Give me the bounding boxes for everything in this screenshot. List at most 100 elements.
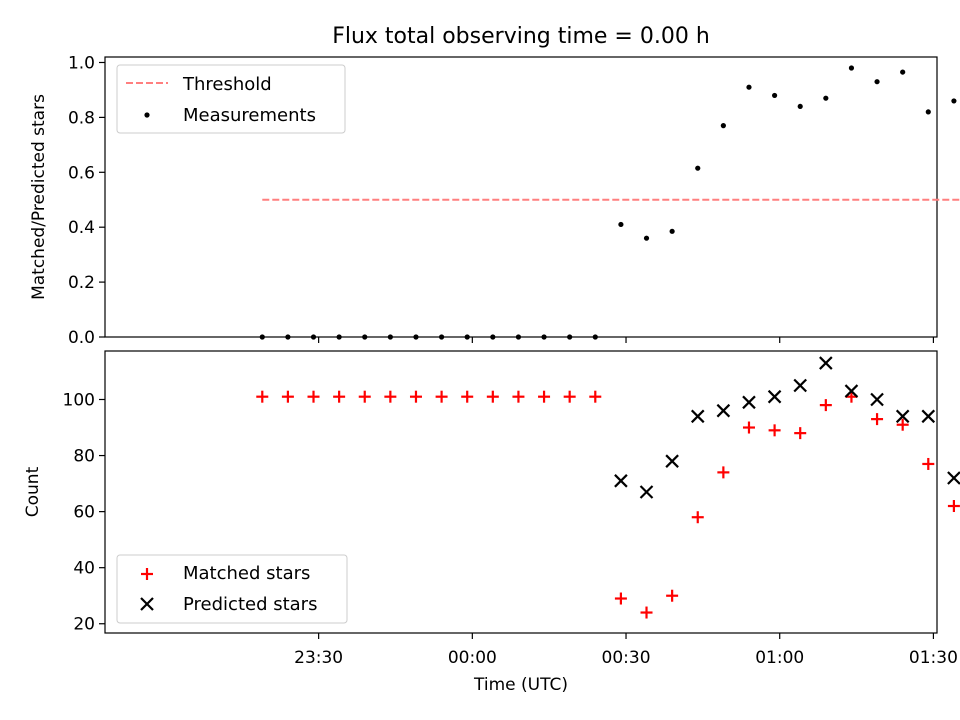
ratio-ylabel: Matched/Predicted stars — [29, 94, 49, 300]
matched-stars-point — [922, 457, 935, 470]
measurement-point — [823, 95, 829, 101]
count-plot-frame — [104, 350, 938, 634]
predicted-stars-point — [870, 392, 884, 407]
measurement-point — [387, 334, 393, 340]
ratio-y-ticks: 0.0 0.2 0.4 0.6 0.8 1.0 — [68, 53, 105, 348]
predicted-stars-point — [793, 378, 807, 393]
predicted-stars-point — [716, 403, 731, 418]
legend-predicted-swatch — [140, 597, 154, 611]
measurement-point — [567, 334, 573, 340]
matched-stars-point — [666, 589, 679, 602]
matched-stars-point — [819, 399, 832, 412]
count-y-ticks: 20 40 60 80 100 — [63, 390, 105, 635]
matched-stars-point — [486, 390, 499, 403]
predicted-stars-point — [844, 384, 859, 398]
predicted-stars-point — [767, 389, 782, 404]
matched-stars-point — [538, 390, 551, 403]
measurement-point — [592, 334, 598, 340]
x-axis-label: Time (UTC) — [473, 675, 568, 695]
predicted-stars-point — [947, 471, 960, 485]
matched-stars-point — [333, 390, 346, 403]
count-ytick-label: 60 — [73, 503, 95, 523]
predicted-stars-point — [639, 485, 654, 499]
matched-stars-point — [358, 390, 371, 403]
measurement-point — [900, 69, 906, 75]
count-legend: Matched stars Predicted stars — [116, 554, 348, 624]
matched-stars-point — [717, 466, 730, 479]
ratio-ytick-label: 0.2 — [68, 273, 95, 293]
measurement-point — [797, 103, 803, 110]
matched-stars-point — [461, 390, 474, 403]
ratio-ytick-label: 0.6 — [68, 163, 95, 183]
measurement-point — [336, 334, 342, 340]
ratio-ytick-label: 1.0 — [68, 53, 95, 73]
xtick-label: 00:30 — [602, 648, 651, 668]
predicted-stars-point — [895, 409, 910, 424]
count-x-ticks: 23:30 00:00 00:30 01:00 01:30 — [294, 633, 958, 668]
predicted-stars-point — [742, 395, 756, 410]
ratio-marks — [259, 65, 960, 340]
matched-stars-point — [640, 606, 653, 619]
measurement-point — [720, 123, 726, 129]
ratio-legend: Threshold Measurements — [116, 64, 346, 134]
measurement-point — [310, 334, 317, 340]
matched-stars-point — [409, 390, 422, 403]
ratio-legend-box — [116, 64, 346, 134]
ratio-ytick-label: 0.0 — [68, 328, 95, 348]
xtick-label: 00:00 — [448, 648, 497, 668]
measurement-point — [925, 109, 931, 115]
matched-stars-point — [384, 390, 397, 403]
matched-stars-point — [281, 390, 294, 403]
legend-matched-label: Matched stars — [183, 563, 310, 584]
matched-stars-point — [947, 500, 960, 513]
panel-ratio: Matched/Predicted stars 0.0 0.2 0.4 0.6 0.8 1… — [29, 53, 960, 348]
matched-stars-point — [512, 390, 525, 403]
predicted-stars-point — [690, 409, 705, 424]
matched-stars-point — [794, 427, 807, 440]
measurement-point — [695, 165, 701, 171]
measurement-point — [643, 235, 650, 241]
measurement-point — [285, 334, 291, 340]
measurement-point — [464, 334, 470, 340]
matched-stars-point — [896, 418, 909, 431]
count-legend-box — [116, 554, 348, 624]
matched-stars-point — [768, 424, 781, 437]
matched-stars-point — [589, 390, 602, 403]
measurement-point — [874, 79, 880, 85]
predicted-stars-point — [921, 409, 936, 424]
ratio-x-ticks — [318, 337, 935, 343]
matched-stars-point — [307, 390, 320, 403]
measurement-point — [490, 334, 496, 340]
measurement-point — [771, 92, 778, 99]
matched-stars-point — [563, 390, 576, 403]
matched-stars-point — [871, 413, 884, 426]
matched-stars-point — [845, 390, 858, 403]
matched-stars-point — [691, 511, 704, 524]
ratio-ytick-label: 0.8 — [68, 108, 95, 128]
count-ytick-label: 20 — [73, 615, 95, 635]
measurement-point — [848, 65, 855, 71]
count-marks — [256, 356, 960, 619]
matched-stars-point — [256, 390, 269, 403]
count-ylabel: Count — [23, 466, 43, 517]
predicted-stars-point — [665, 454, 679, 468]
predicted-stars-point — [614, 474, 628, 488]
count-ytick-label: 40 — [73, 559, 95, 579]
xtick-label: 01:00 — [755, 648, 804, 668]
measurement-point — [669, 228, 675, 234]
matched-stars-point — [614, 592, 627, 605]
measurement-point — [515, 334, 522, 340]
legend-measurements-swatch — [144, 112, 150, 118]
measurement-point — [413, 334, 419, 340]
matched-stars-point — [435, 390, 448, 403]
xtick-label: 01:30 — [909, 648, 958, 668]
predicted-stars-point — [819, 356, 833, 370]
measurement-point — [362, 334, 368, 340]
legend-predicted-label: Predicted stars — [183, 594, 317, 615]
chart-title: Flux total observing time = 0.00 h — [332, 24, 710, 49]
measurement-point — [259, 334, 265, 340]
legend-measurements-label: Measurements — [183, 105, 316, 126]
measurement-point — [951, 98, 957, 104]
measurement-point — [618, 221, 624, 228]
